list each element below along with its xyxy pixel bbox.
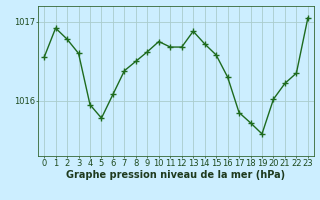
X-axis label: Graphe pression niveau de la mer (hPa): Graphe pression niveau de la mer (hPa): [67, 170, 285, 180]
